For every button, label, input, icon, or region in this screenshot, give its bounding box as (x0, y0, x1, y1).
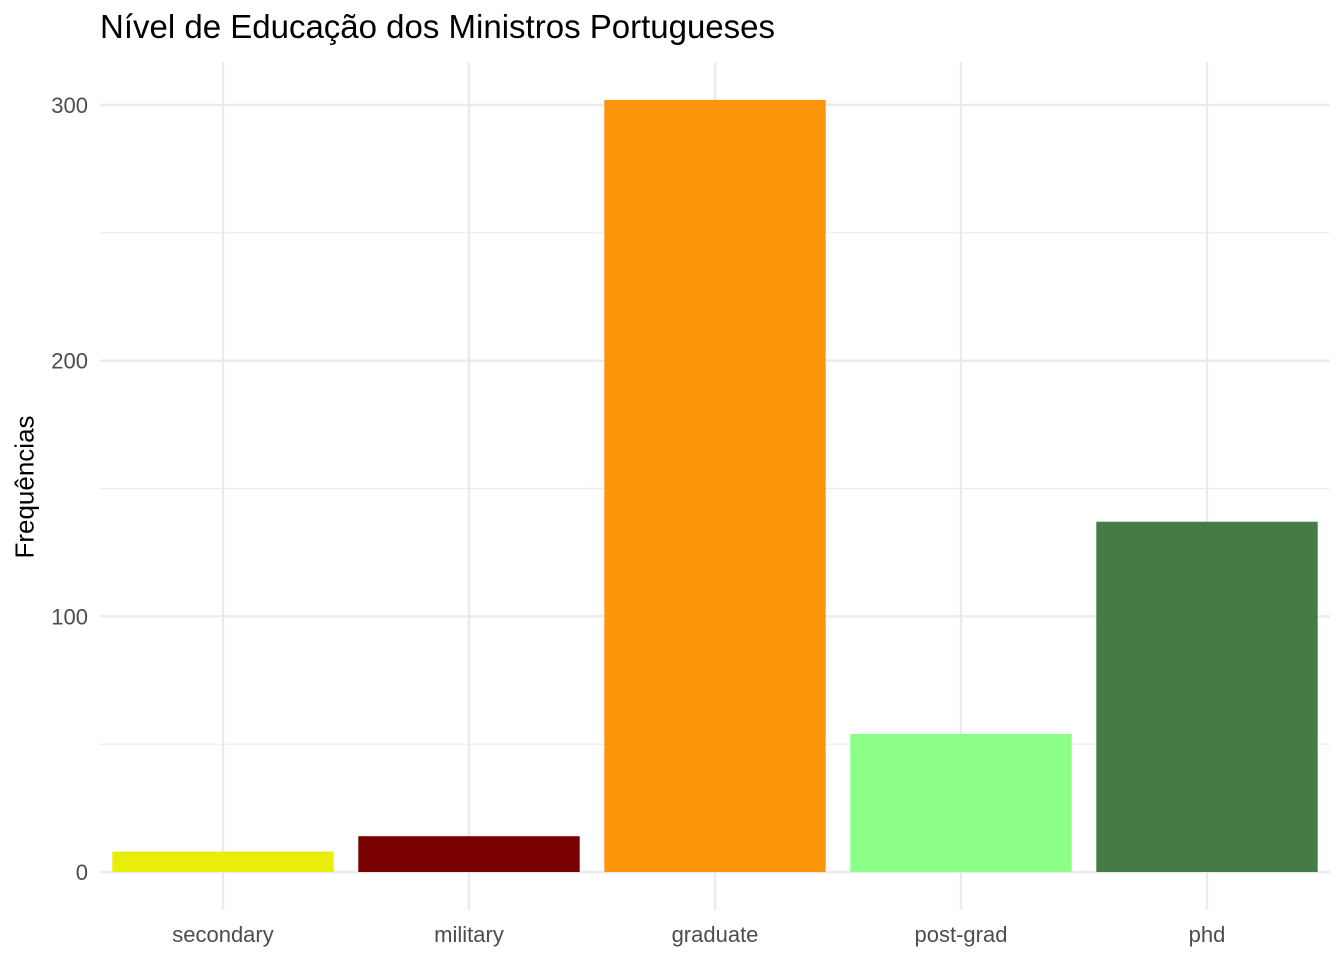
y-tick-label: 300 (51, 93, 88, 118)
x-tick-labels: secondary military graduate post-grad phd (172, 922, 1225, 947)
x-tick-label: secondary (172, 922, 274, 947)
x-tick-label: phd (1189, 922, 1226, 947)
chart-title: Nível de Educação dos Ministros Portugue… (100, 8, 776, 45)
y-tick-label: 0 (76, 860, 88, 885)
bar-phd (1096, 521, 1318, 872)
y-tick-label: 100 (51, 604, 88, 629)
x-tick-label: military (434, 922, 504, 947)
y-tick-labels: 0 100 200 300 (51, 93, 88, 885)
bar-military (358, 836, 580, 872)
x-tick-label: post-grad (915, 922, 1008, 947)
x-tick-label: graduate (672, 922, 759, 947)
bar-graduate (604, 99, 826, 873)
bars (112, 99, 1318, 873)
bar-post-grad (850, 733, 1072, 872)
y-tick-label: 200 (51, 349, 88, 374)
bar-secondary (112, 851, 334, 872)
